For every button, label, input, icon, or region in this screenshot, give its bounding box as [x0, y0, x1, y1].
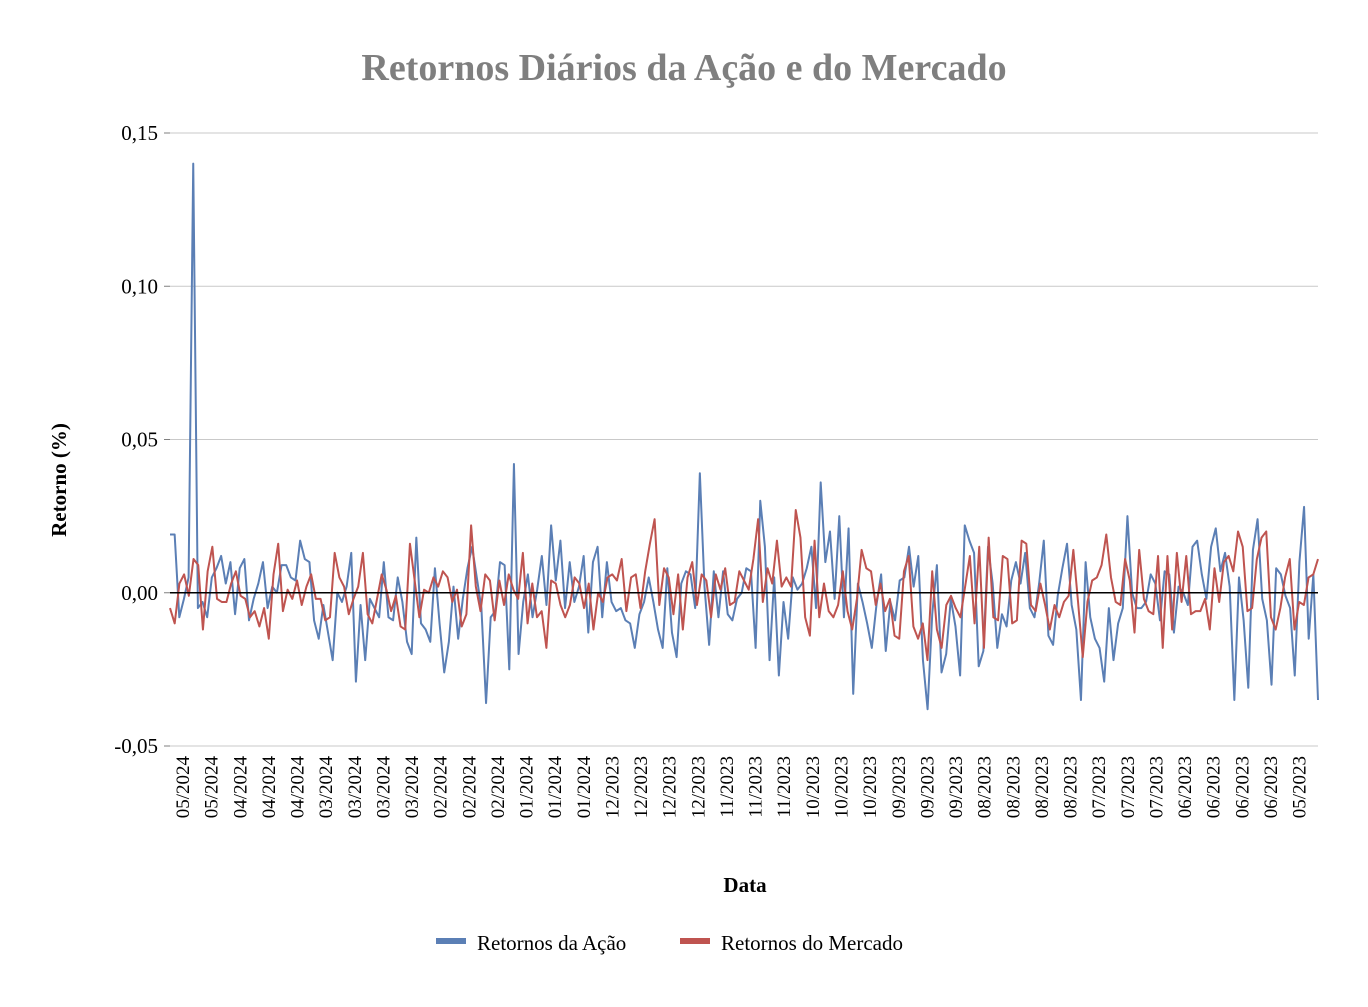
x-tick-label: 12/2023 [631, 756, 652, 818]
x-tick-label: 03/2024 [373, 756, 394, 819]
x-tick-label: 10/2023 [803, 756, 824, 818]
y-tick-label: 0,00 [121, 581, 158, 605]
x-tick-label: 04/2024 [259, 756, 280, 819]
y-tick-label: -0,05 [114, 734, 158, 758]
x-tick-label: 06/2023 [1232, 756, 1253, 818]
y-tick-label: 0,10 [121, 274, 158, 298]
x-tick-label: 05/2024 [173, 756, 194, 819]
legend-swatch-market [680, 938, 710, 944]
legend: Retornos da Ação Retornos do Mercado [436, 931, 903, 955]
x-tick-label: 09/2023 [889, 756, 910, 818]
x-tick-label: 04/2024 [288, 756, 309, 819]
x-tick-label: 10/2023 [831, 756, 852, 818]
series-lines [169, 162, 1319, 711]
x-tick-label: 07/2023 [1146, 756, 1167, 818]
x-tick-label: 01/2024 [574, 756, 595, 819]
x-axis-ticks: 05/2024 05/2024 04/2024 04/2024 04/2024 03/20… [173, 756, 1311, 819]
x-tick-label: 03/2024 [316, 756, 337, 819]
x-tick-label: 08/2023 [1032, 756, 1053, 818]
legend-swatch-stock [436, 938, 466, 944]
x-tick-label: 11/2023 [717, 756, 738, 818]
y-tick-label: 0,05 [121, 428, 158, 452]
chart-title: Retornos Diários da Ação e do Mercado [361, 47, 1006, 89]
x-axis-label: Data [723, 873, 767, 897]
x-tick-label: 11/2023 [774, 756, 795, 818]
x-tick-label: 11/2023 [746, 756, 767, 818]
x-tick-label: 12/2023 [602, 756, 623, 818]
x-tick-label: 08/2023 [1061, 756, 1082, 818]
x-tick-label: 06/2023 [1261, 756, 1282, 818]
x-tick-label: 12/2023 [660, 756, 681, 818]
x-tick-label: 06/2023 [1204, 756, 1225, 818]
x-tick-label: 07/2023 [1089, 756, 1110, 818]
series-line-stock [170, 162, 1319, 711]
y-tick-label: 0,15 [121, 121, 158, 145]
x-tick-label: 02/2024 [431, 756, 452, 819]
x-tick-label: 02/2024 [459, 756, 480, 819]
y-axis-label: Retorno (%) [47, 423, 71, 537]
x-tick-label: 03/2024 [402, 756, 423, 819]
series-line-market [169, 509, 1319, 662]
x-tick-label: 05/2024 [202, 756, 223, 819]
x-tick-label: 01/2024 [517, 756, 538, 819]
x-tick-label: 12/2023 [688, 756, 709, 818]
gridlines [170, 132, 1318, 747]
x-tick-label: 03/2024 [345, 756, 366, 819]
x-tick-label: 10/2023 [860, 756, 881, 818]
x-tick-label: 02/2024 [488, 756, 509, 819]
x-tick-label: 07/2023 [1118, 756, 1139, 818]
x-tick-label: 08/2023 [1003, 756, 1024, 818]
x-tick-label: 06/2023 [1175, 756, 1196, 818]
x-tick-label: 01/2024 [545, 756, 566, 819]
x-tick-label: 09/2023 [946, 756, 967, 818]
x-tick-label: 09/2023 [917, 756, 938, 818]
y-axis-ticks: -0,05 0,00 0,05 0,10 0,15 [114, 121, 170, 758]
x-tick-label: 05/2023 [1290, 756, 1311, 818]
x-tick-label: 04/2024 [230, 756, 251, 819]
legend-label-market: Retornos do Mercado [721, 931, 903, 955]
legend-label-stock: Retornos da Ação [477, 931, 626, 955]
x-tick-label: 08/2023 [975, 756, 996, 818]
